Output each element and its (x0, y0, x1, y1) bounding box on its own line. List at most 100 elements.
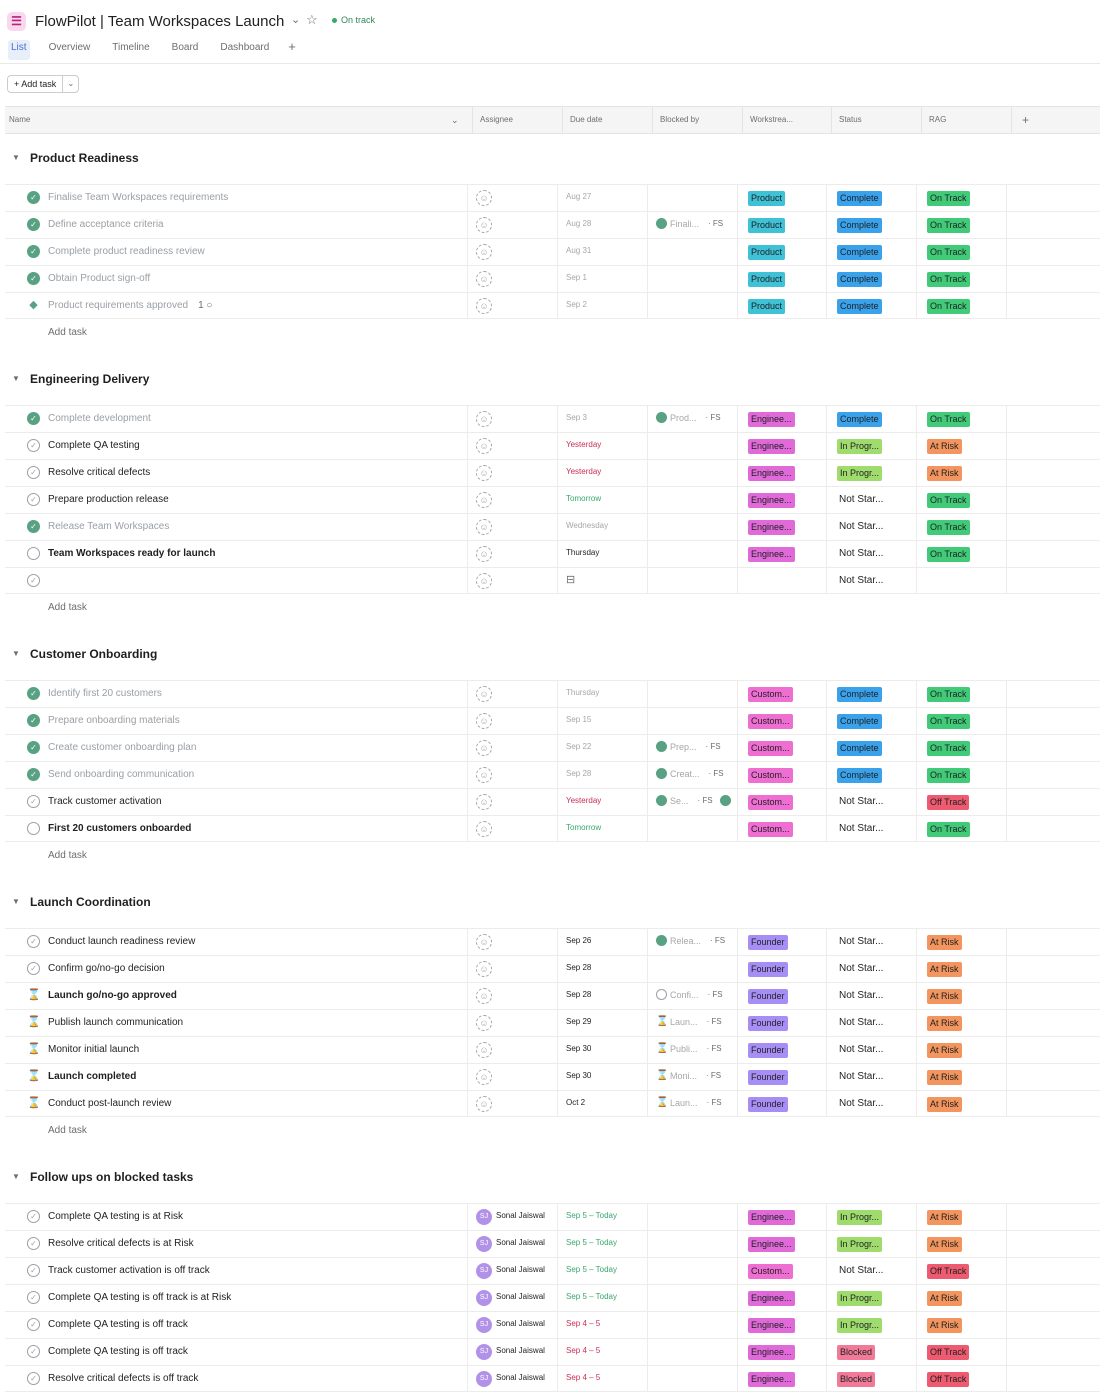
task-name[interactable]: Conduct post-launch review (48, 1098, 171, 1109)
add-task-row[interactable]: Add task (48, 602, 87, 613)
assignee-cell[interactable]: ☺ (467, 293, 557, 319)
workstream-tag[interactable]: Founder (748, 1016, 788, 1031)
person-icon[interactable]: ☺ (476, 298, 492, 314)
due-date[interactable]: Sep 5 – Today (566, 1211, 618, 1220)
workstream-cell[interactable]: Custom... (737, 816, 826, 842)
assignee-cell[interactable]: ☺ (467, 433, 557, 459)
blocked-by-chip[interactable]: ⌛ Publi... · FS (656, 1043, 722, 1054)
rag-tag[interactable]: On Track (927, 493, 970, 508)
rag-cell[interactable]: On Track (916, 681, 1006, 707)
due-date-cell[interactable]: Yesterday (557, 789, 647, 815)
blocked-by-cell[interactable] (647, 460, 737, 486)
blocked-by-cell[interactable]: ⌛ Publi... · FS (647, 1037, 737, 1063)
workstream-tag[interactable]: Founder (748, 989, 788, 1004)
complete-check-icon[interactable]: ✓ (27, 493, 40, 506)
blocked-by-cell[interactable]: Se... · FS (647, 789, 737, 815)
due-date[interactable]: Sep 28 (566, 990, 592, 999)
assignee-name[interactable]: Sonal Jaiswal (496, 1373, 545, 1382)
workstream-tag[interactable]: Enginee... (748, 412, 795, 427)
blocked-by-cell[interactable]: ⌛ Moni... · FS (647, 1064, 737, 1090)
person-icon[interactable]: ☺ (476, 686, 492, 702)
person-icon[interactable]: ☺ (476, 961, 492, 977)
assignee-cell[interactable]: ☺ (467, 1037, 557, 1063)
due-date-cell[interactable]: Sep 28 (557, 762, 647, 788)
rag-tag[interactable]: On Track (927, 822, 970, 837)
status-tag[interactable]: Not Star... (839, 521, 884, 532)
blocked-by-chip[interactable]: ⌛ Moni... · FS (656, 1070, 721, 1081)
due-date-cell[interactable]: Aug 28 (557, 212, 647, 238)
blocked-by-cell[interactable] (647, 1312, 737, 1338)
rag-tag[interactable]: At Risk (927, 1043, 962, 1058)
status-tag[interactable]: Complete (837, 245, 882, 260)
workstream-tag[interactable]: Enginee... (748, 1345, 795, 1360)
status-tag[interactable]: Not Star... (839, 936, 884, 947)
rag-tag[interactable]: Off Track (927, 1372, 970, 1387)
person-icon[interactable]: ☺ (476, 713, 492, 729)
assignee-name[interactable]: Sonal Jaiswal (496, 1292, 545, 1301)
assignee-cell[interactable]: ☺ (467, 212, 557, 238)
workstream-tag[interactable]: Custom... (748, 795, 793, 810)
rag-tag[interactable]: On Track (927, 299, 970, 314)
rag-cell[interactable]: Off Track (916, 789, 1006, 815)
workstream-tag[interactable]: Enginee... (748, 520, 795, 535)
rag-cell[interactable]: At Risk (916, 929, 1006, 955)
due-date-cell[interactable]: Sep 1 (557, 266, 647, 292)
due-date-cell[interactable]: Oct 2 (557, 1091, 647, 1117)
avatar[interactable]: SJ (476, 1371, 492, 1387)
status-cell[interactable]: Not Star... (826, 983, 916, 1009)
due-date-cell[interactable]: Sep 29 (557, 1010, 647, 1036)
person-icon[interactable]: ☺ (476, 519, 492, 535)
rag-cell[interactable]: At Risk (916, 983, 1006, 1009)
due-date[interactable]: Wednesday (566, 521, 609, 530)
status-tag[interactable]: In Progr... (837, 439, 883, 454)
tab-board[interactable]: Board (171, 42, 199, 53)
person-icon[interactable]: ☺ (476, 821, 492, 837)
workstream-cell[interactable]: Founder (737, 1064, 826, 1090)
blocked-by-cell[interactable]: Relea... · FS (647, 929, 737, 955)
task-name[interactable]: Complete QA testing is off track (48, 1346, 188, 1357)
status-cell[interactable]: Not Star... (826, 1064, 916, 1090)
workstream-cell[interactable]: Enginee... (737, 406, 826, 432)
rag-cell[interactable]: Off Track (916, 1339, 1006, 1365)
blocked-by-chip[interactable]: Prod... · FS (656, 412, 721, 423)
task-name[interactable]: Complete development (48, 413, 151, 424)
task-name[interactable]: Complete QA testing is off track (48, 1319, 188, 1330)
due-date-cell[interactable]: Thursday (557, 541, 647, 567)
assignee-cell[interactable]: ☺ (467, 762, 557, 788)
workstream-cell[interactable]: Founder (737, 1010, 826, 1036)
person-icon[interactable]: ☺ (476, 1042, 492, 1058)
due-date-cell[interactable]: Yesterday (557, 433, 647, 459)
caret-down-icon[interactable]: ▼ (12, 374, 20, 383)
col-header-assignee[interactable]: Assignee (472, 107, 562, 133)
rag-cell[interactable]: At Risk (916, 1312, 1006, 1338)
status-tag[interactable]: Not Star... (839, 494, 884, 505)
assignee-cell[interactable]: ☺ (467, 514, 557, 540)
complete-check-icon[interactable]: ◆ (29, 299, 38, 311)
assignee-cell[interactable]: SJ Sonal Jaiswal (467, 1339, 557, 1365)
rag-cell[interactable]: On Track (916, 541, 1006, 567)
col-header-status[interactable]: Status (831, 107, 921, 133)
complete-check-icon[interactable]: ✓ (27, 272, 40, 285)
task-name[interactable]: Monitor initial launch (48, 1044, 139, 1055)
due-date-cell[interactable]: Sep 5 – Today (557, 1258, 647, 1284)
col-header-blocked-by[interactable]: Blocked by (652, 107, 742, 133)
rag-cell[interactable]: On Track (916, 816, 1006, 842)
due-date[interactable]: Sep 28 (566, 963, 592, 972)
due-date-cell[interactable]: Sep 5 – Today (557, 1231, 647, 1257)
status-tag[interactable]: Blocked (837, 1372, 876, 1387)
blocked-by-cell[interactable] (647, 681, 737, 707)
rag-cell[interactable] (916, 568, 1006, 594)
name-column-chevron-icon[interactable]: ⌄ (451, 115, 459, 125)
caret-down-icon[interactable]: ▼ (12, 649, 20, 658)
complete-check-icon[interactable]: ✓ (27, 935, 40, 948)
rag-tag[interactable]: On Track (927, 687, 970, 702)
workstream-tag[interactable]: Founder (748, 1070, 788, 1085)
tab-list[interactable]: List (8, 40, 30, 60)
blocked-by-chip[interactable]: Relea... · FS (656, 935, 725, 946)
status-cell[interactable]: Complete (826, 239, 916, 265)
due-date[interactable]: Tomorrow (566, 494, 602, 503)
workstream-tag[interactable]: Enginee... (748, 547, 795, 562)
complete-check-icon[interactable]: ✓ (27, 768, 40, 781)
workstream-cell[interactable]: Enginee... (737, 514, 826, 540)
rag-tag[interactable]: At Risk (927, 466, 962, 481)
